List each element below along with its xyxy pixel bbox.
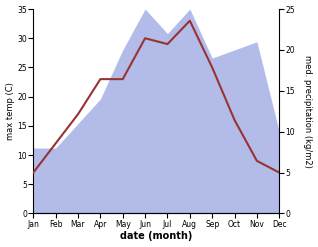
Y-axis label: max temp (C): max temp (C) — [5, 82, 15, 140]
X-axis label: date (month): date (month) — [120, 231, 192, 242]
Y-axis label: med. precipitation (kg/m2): med. precipitation (kg/m2) — [303, 55, 313, 168]
